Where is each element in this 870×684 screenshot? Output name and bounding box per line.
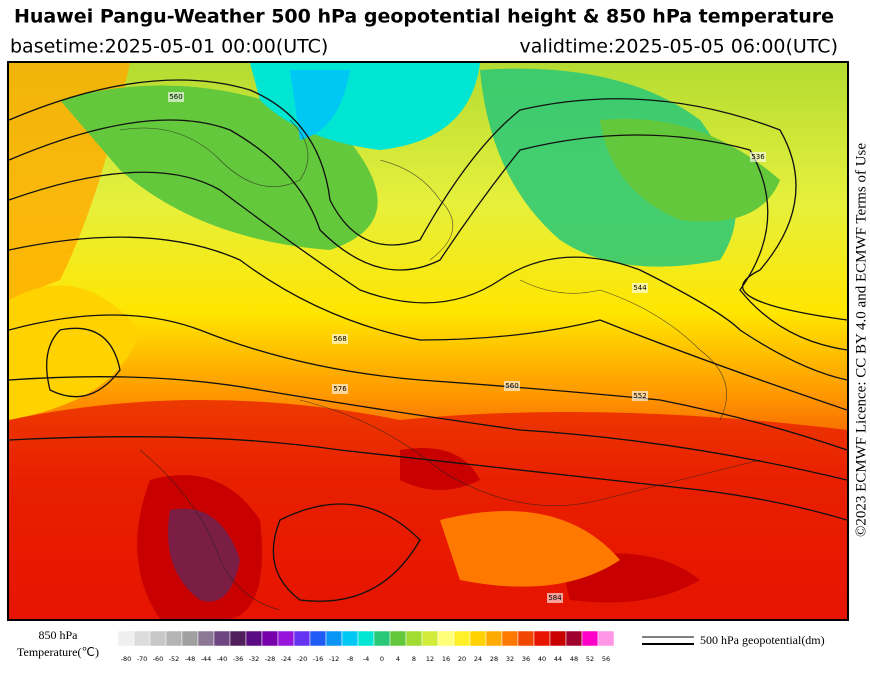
color-swatch bbox=[533, 630, 551, 647]
contour-label: 576 bbox=[333, 385, 347, 393]
color-swatch bbox=[181, 630, 199, 647]
color-tick-label: -60 bbox=[153, 655, 164, 663]
contour-label-bg bbox=[632, 283, 648, 293]
color-swatch bbox=[117, 630, 135, 647]
color-swatch bbox=[469, 630, 487, 647]
basetime: basetime:2025-05-01 00:00(UTC) bbox=[10, 36, 328, 58]
side-note: ©2023 ECMWF Licence: CC BY 4.0 and ECMWF… bbox=[853, 143, 869, 537]
contour-label-bg bbox=[632, 391, 648, 401]
color-tick-label: -40 bbox=[217, 655, 228, 663]
color-tick-label: 32 bbox=[506, 655, 514, 663]
legend-label: 850 hPa bbox=[39, 628, 79, 642]
contour-label: 544 bbox=[633, 284, 647, 292]
color-tick-label: 16 bbox=[442, 655, 450, 663]
color-swatch bbox=[501, 630, 519, 647]
color-swatch bbox=[133, 630, 151, 647]
color-swatch bbox=[165, 630, 183, 647]
color-tick-label: 52 bbox=[586, 655, 594, 663]
color-swatch bbox=[261, 630, 279, 647]
color-swatch bbox=[565, 630, 583, 647]
color-tick-label: 12 bbox=[426, 655, 434, 663]
color-tick-label: -48 bbox=[185, 655, 196, 663]
color-swatch bbox=[325, 630, 343, 647]
color-swatch bbox=[293, 630, 311, 647]
map: 560 568 576 552 544 536 584 560 bbox=[9, 63, 847, 619]
contour-label-bg bbox=[168, 92, 184, 102]
contour-label-bg bbox=[547, 593, 563, 603]
color-swatch bbox=[213, 630, 231, 647]
color-tick-label: 28 bbox=[490, 655, 498, 663]
validtime: validtime:2025-05-05 06:00(UTC) bbox=[519, 36, 838, 58]
color-tick-label: -44 bbox=[201, 655, 212, 663]
color-swatch bbox=[245, 630, 263, 647]
contour-label-bg bbox=[750, 152, 766, 162]
color-swatch bbox=[405, 630, 423, 647]
color-swatch bbox=[229, 630, 247, 647]
contour-label: 560 bbox=[505, 382, 518, 390]
color-tick-label: -80 bbox=[121, 655, 132, 663]
color-tick-label: -52 bbox=[169, 655, 180, 663]
color-swatch bbox=[485, 630, 503, 647]
contour-label: 560 bbox=[169, 93, 182, 101]
color-tick-label: -36 bbox=[233, 655, 244, 663]
color-tick-label: 56 bbox=[602, 655, 610, 663]
contour-label: 552 bbox=[633, 392, 646, 400]
color-tick-label: 0 bbox=[380, 655, 384, 663]
color-swatch bbox=[373, 630, 391, 647]
color-swatch bbox=[389, 630, 407, 647]
color-tick-label: 36 bbox=[522, 655, 530, 663]
color-swatch bbox=[341, 630, 359, 647]
color-tick-label: -16 bbox=[313, 655, 324, 663]
contour-label: 584 bbox=[548, 594, 562, 602]
color-tick-label: -20 bbox=[297, 655, 308, 663]
color-swatch bbox=[197, 630, 215, 647]
contour-label-bg bbox=[332, 334, 348, 344]
color-swatch bbox=[581, 630, 599, 647]
legend-label: 500 hPa geopotential(dm) bbox=[700, 633, 825, 647]
color-tick-label: -32 bbox=[249, 655, 260, 663]
color-swatch bbox=[517, 630, 535, 647]
color-tick-label: 8 bbox=[412, 655, 416, 663]
color-swatch bbox=[149, 630, 167, 647]
color-tick-label: -12 bbox=[329, 655, 340, 663]
color-tick-label: 40 bbox=[538, 655, 546, 663]
contour-label-bg bbox=[332, 384, 348, 394]
contour-label-bg bbox=[504, 381, 520, 391]
color-tick-label: 4 bbox=[396, 655, 400, 663]
color-tick-label: 20 bbox=[458, 655, 466, 663]
color-swatch bbox=[453, 630, 471, 647]
color-tick-label: -28 bbox=[265, 655, 276, 663]
color-tick-label: -24 bbox=[281, 655, 292, 663]
color-tick-label: -70 bbox=[137, 655, 148, 663]
contour-label: 568 bbox=[333, 335, 346, 343]
color-tick-label: -4 bbox=[363, 655, 369, 663]
color-swatch bbox=[357, 630, 375, 647]
contour-label: 536 bbox=[751, 153, 765, 161]
color-swatch bbox=[437, 630, 455, 647]
title: Huawei Pangu-Weather 500 hPa geopotentia… bbox=[14, 6, 834, 28]
color-swatch bbox=[549, 630, 567, 647]
color-tick-label: 44 bbox=[554, 655, 562, 663]
color-tick-label: 48 bbox=[570, 655, 578, 663]
color-tick-label: -8 bbox=[347, 655, 353, 663]
map-frame bbox=[7, 61, 849, 621]
color-swatch bbox=[309, 630, 327, 647]
color-tick-label: 24 bbox=[474, 655, 482, 663]
color-swatch bbox=[597, 630, 615, 647]
color-swatch bbox=[277, 630, 295, 647]
legend-label: Temperature(℃) bbox=[17, 645, 99, 659]
color-swatch bbox=[421, 630, 439, 647]
